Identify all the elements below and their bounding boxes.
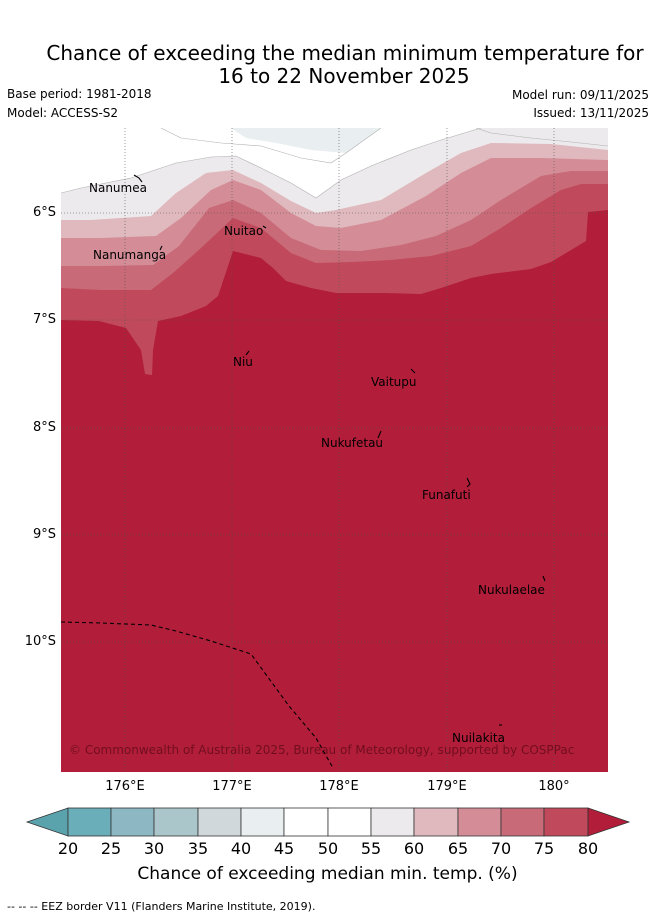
colorbar-tick: 50	[317, 839, 339, 858]
colorbar-bin	[67, 807, 112, 837]
map-title-line2: 16 to 22 November 2025	[218, 64, 470, 88]
map-title-line1: Chance of exceeding the median minimum t…	[46, 41, 644, 65]
forecast-map[interactable]	[61, 128, 608, 772]
base-period: Base period: 1981-2018	[7, 87, 152, 101]
map-svg	[61, 128, 608, 772]
island-nanumanga	[159, 245, 163, 251]
eez-border	[61, 621, 334, 769]
model-name: Model: ACCESS-S2	[7, 106, 119, 120]
lon-label: 178°E	[319, 779, 359, 794]
colorbar-tick: 55	[360, 839, 382, 858]
island-nukulaelae	[542, 575, 546, 582]
colorbar-bin	[500, 807, 545, 837]
lon-label: 176°E	[105, 779, 145, 794]
label-nukufetau: Nukufetau	[321, 436, 384, 450]
colorbar-tick: 25	[100, 839, 122, 858]
colorbar-under-arrow	[25, 807, 69, 837]
colorbar-bin	[110, 807, 155, 837]
lat-label: 9°S	[32, 527, 56, 542]
label-nuilakita: Nuilakita	[452, 731, 505, 745]
colorbar-tick: 60	[403, 839, 425, 858]
lat-label: 10°S	[24, 634, 56, 649]
island-vaitupu	[410, 368, 416, 374]
lon-label: 177°E	[212, 779, 252, 794]
model-run: Model run: 09/11/2025	[511, 88, 649, 102]
lat-label: 7°S	[32, 312, 56, 327]
label-vaitupu: Vaitupu	[371, 375, 417, 389]
colorbar-bin	[197, 807, 242, 837]
island-nuitao	[262, 225, 267, 229]
colorbar-bin	[413, 807, 459, 837]
colorbar-tick: 30	[143, 839, 165, 858]
colorbar-bin	[240, 807, 285, 837]
islands	[133, 174, 546, 726]
colorbar-bin	[153, 807, 199, 837]
colorbar-tick: 65	[447, 839, 469, 858]
lat-label: 6°S	[32, 205, 56, 220]
colorbar	[25, 807, 631, 837]
label-nanumanga: Nanumanga	[93, 248, 167, 262]
colorbar-bin	[327, 807, 372, 837]
colorbar-tick: 80	[577, 839, 599, 858]
band-45	[231, 128, 381, 153]
colorbar-bin	[370, 807, 415, 837]
colorbar-tick: 45	[273, 839, 295, 858]
lat-label: 8°S	[32, 420, 56, 435]
island-funafuti	[466, 477, 471, 488]
colorbar-tick: 40	[230, 839, 252, 858]
colorbar-bin	[283, 807, 329, 837]
lon-label: 179°E	[427, 779, 467, 794]
label-nuitao: Nuitao	[224, 224, 264, 238]
colorbar-tick: 35	[187, 839, 209, 858]
eez-footnote: -- -- -- EEZ border V11 (Flanders Marine…	[7, 900, 316, 913]
label-nukulaelae: Nukulaelae	[478, 583, 545, 597]
island-nukufetau	[377, 430, 382, 439]
band-80plus	[61, 210, 608, 772]
colorbar-over-arrow	[587, 807, 631, 837]
copyright-notice: © Commonwealth of Australia 2025, Bureau…	[69, 743, 575, 757]
lon-label: 180°	[538, 779, 570, 794]
colorbar-tick: 70	[490, 839, 512, 858]
label-niu: Niu	[233, 355, 253, 369]
island-niu	[245, 350, 250, 356]
colorbar-tick: 75	[533, 839, 555, 858]
colorbar-tick: 20	[57, 839, 79, 858]
colorbar-bin	[543, 807, 589, 837]
grid-lines	[61, 128, 608, 772]
contour-lines	[61, 128, 608, 199]
issued-date: Issued: 13/11/2025	[533, 106, 649, 120]
colorbar-bin	[457, 807, 502, 837]
island-nanumea	[133, 174, 143, 183]
label-funafuti: Funafuti	[422, 488, 471, 502]
label-nanumea: Nanumea	[89, 181, 147, 195]
colorbar-title: Chance of exceeding median min. temp. (%…	[137, 864, 518, 884]
